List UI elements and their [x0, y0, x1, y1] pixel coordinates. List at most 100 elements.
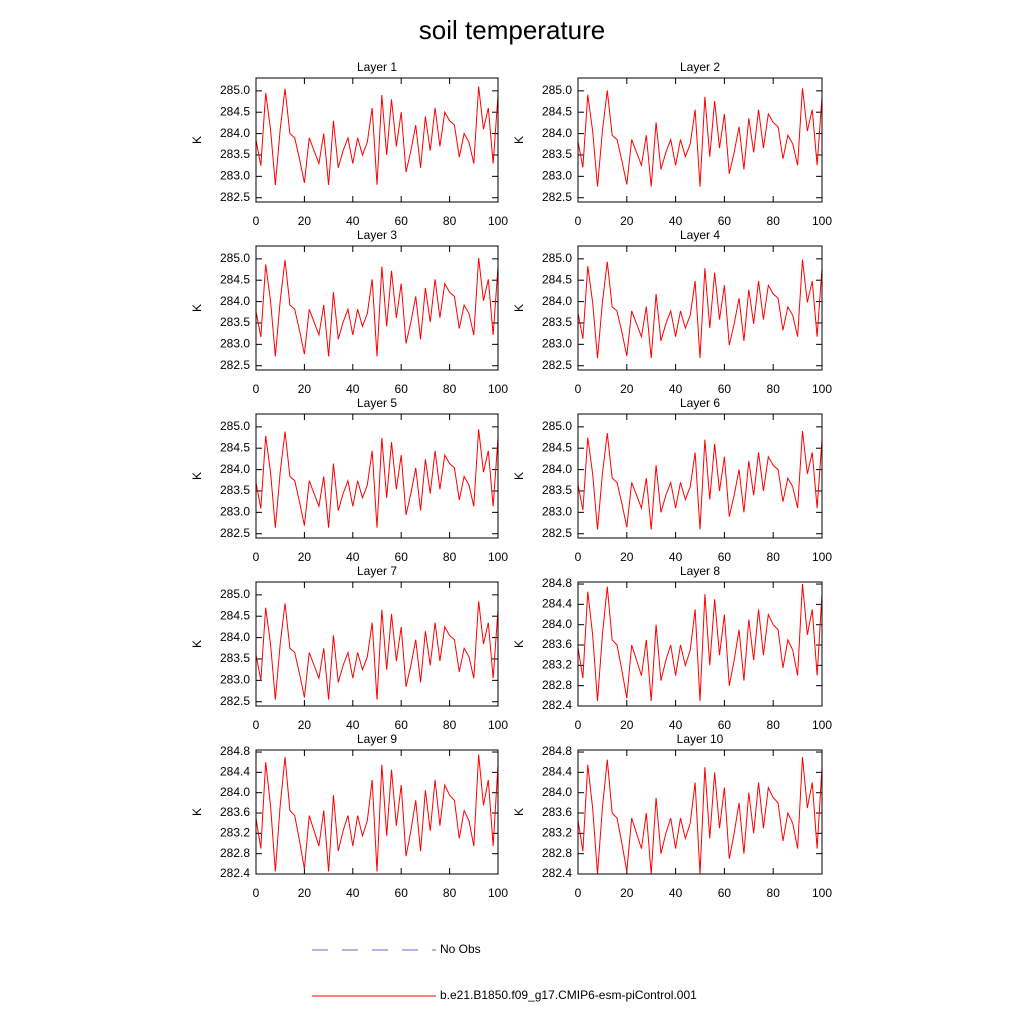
- x-tick-label: 40: [346, 886, 360, 900]
- x-tick-label: 20: [620, 718, 634, 732]
- y-tick-label: 284.8: [542, 744, 572, 758]
- y-tick-label: 282.5: [220, 694, 250, 708]
- y-axis-label: K: [190, 808, 204, 816]
- y-tick-label: 283.0: [220, 673, 250, 687]
- x-tick-label: 20: [298, 886, 312, 900]
- panel-title: Layer 9: [357, 732, 397, 746]
- plot-frame: [577, 245, 823, 371]
- panel: Layer 2 K 282.5 283.0 283.5 284.0 284.5 285.0 0 2…: [512, 60, 832, 228]
- data-line: [577, 757, 823, 875]
- y-tick-label: 283.0: [220, 505, 250, 519]
- y-tick-label: 283.0: [542, 169, 572, 183]
- x-tick-label: 40: [669, 550, 683, 564]
- data-line: [255, 257, 499, 357]
- x-tick-label: 40: [346, 550, 360, 564]
- panel: Layer 7 K 282.5 283.0 283.5 284.0 284.5 285.0 0 2…: [190, 564, 508, 732]
- x-tick-label: 100: [812, 214, 832, 228]
- y-tick-label: 282.8: [542, 678, 572, 692]
- y-tick-label: 282.5: [542, 190, 572, 204]
- x-tick-label: 60: [718, 886, 732, 900]
- x-tick-label: 20: [298, 550, 312, 564]
- x-tick-label: 20: [620, 886, 634, 900]
- x-tick-label: 40: [669, 382, 683, 396]
- x-tick-label: 0: [575, 718, 582, 732]
- plot-frame: [577, 413, 823, 539]
- x-tick-label: 80: [767, 382, 781, 396]
- y-tick-label: 282.4: [542, 698, 572, 712]
- data-line: [255, 86, 499, 185]
- y-tick-label: 282.8: [542, 846, 572, 860]
- y-tick-label: 284.0: [220, 294, 250, 308]
- x-tick-label: 80: [443, 718, 457, 732]
- y-tick-label: 283.6: [542, 637, 572, 651]
- panel: Layer 1 K 282.5 283.0 283.5 284.0 284.5 285.0 0 2…: [190, 60, 508, 228]
- x-tick-label: 60: [395, 382, 409, 396]
- y-tick-label: 283.2: [542, 826, 572, 840]
- data-line: [255, 754, 499, 872]
- x-tick-label: 60: [395, 550, 409, 564]
- y-axis-label: K: [512, 304, 526, 312]
- y-tick-label: 282.8: [220, 846, 250, 860]
- panel-title: Layer 6: [680, 396, 720, 410]
- x-tick-label: 80: [443, 886, 457, 900]
- x-tick-label: 80: [767, 886, 781, 900]
- panel-title: Layer 2: [680, 60, 720, 74]
- x-tick-label: 20: [620, 214, 634, 228]
- y-tick-label: 282.4: [542, 866, 572, 880]
- y-tick-label: 284.5: [220, 272, 250, 286]
- y-tick-label: 284.0: [542, 462, 572, 476]
- y-tick-label: 284.8: [542, 576, 572, 590]
- panel: Layer 6 K 282.5 283.0 283.5 284.0 284.5 285.0 0 2…: [512, 396, 832, 564]
- y-tick-label: 285.0: [542, 83, 572, 97]
- page-title: soil temperature: [419, 15, 605, 45]
- y-tick-label: 283.0: [542, 505, 572, 519]
- panel-title: Layer 10: [677, 732, 724, 746]
- y-axis-label: K: [512, 472, 526, 480]
- x-tick-label: 20: [298, 214, 312, 228]
- x-tick-label: 60: [718, 382, 732, 396]
- y-tick-label: 284.8: [220, 744, 250, 758]
- plot-frame: [255, 581, 499, 707]
- y-tick-label: 284.4: [542, 597, 572, 611]
- y-tick-label: 283.5: [220, 651, 250, 665]
- panel: Layer 4 K 282.5 283.0 283.5 284.0 284.5 285.0 0 2…: [512, 228, 832, 396]
- y-tick-label: 284.5: [220, 440, 250, 454]
- data-line: [255, 429, 499, 528]
- y-tick-label: 283.6: [220, 805, 250, 819]
- panel-title: Layer 5: [357, 396, 397, 410]
- x-tick-label: 100: [812, 718, 832, 732]
- data-line: [577, 259, 823, 359]
- panel: Layer 8 K 282.4 282.8 283.2 283.6 284.0 284.4 28…: [512, 564, 832, 732]
- y-tick-label: 285.0: [220, 83, 250, 97]
- data-line: [577, 583, 823, 701]
- y-tick-label: 284.0: [220, 785, 250, 799]
- y-tick-label: 283.2: [220, 826, 250, 840]
- plot-frame: [577, 77, 823, 203]
- x-tick-label: 20: [298, 718, 312, 732]
- x-tick-label: 100: [488, 382, 508, 396]
- y-axis-label: K: [190, 304, 204, 312]
- x-tick-label: 40: [669, 718, 683, 732]
- x-tick-label: 40: [669, 214, 683, 228]
- y-tick-label: 283.5: [220, 315, 250, 329]
- y-tick-label: 282.5: [220, 358, 250, 372]
- plot-frame: [255, 413, 499, 539]
- y-tick-label: 285.0: [542, 419, 572, 433]
- panel: Layer 10 K 282.4 282.8 283.2 283.6 284.0 284.4 2…: [512, 732, 832, 900]
- x-tick-label: 60: [395, 886, 409, 900]
- x-tick-label: 80: [443, 382, 457, 396]
- x-tick-label: 80: [767, 214, 781, 228]
- y-tick-label: 284.0: [542, 617, 572, 631]
- y-tick-label: 284.0: [220, 462, 250, 476]
- x-tick-label: 20: [620, 550, 634, 564]
- x-tick-label: 40: [669, 886, 683, 900]
- y-tick-label: 283.5: [542, 315, 572, 329]
- y-tick-label: 282.4: [220, 866, 250, 880]
- x-tick-label: 100: [812, 382, 832, 396]
- panel-title: Layer 7: [357, 564, 397, 578]
- x-tick-label: 20: [298, 382, 312, 396]
- y-tick-label: 284.5: [542, 104, 572, 118]
- plot-frame: [255, 749, 499, 875]
